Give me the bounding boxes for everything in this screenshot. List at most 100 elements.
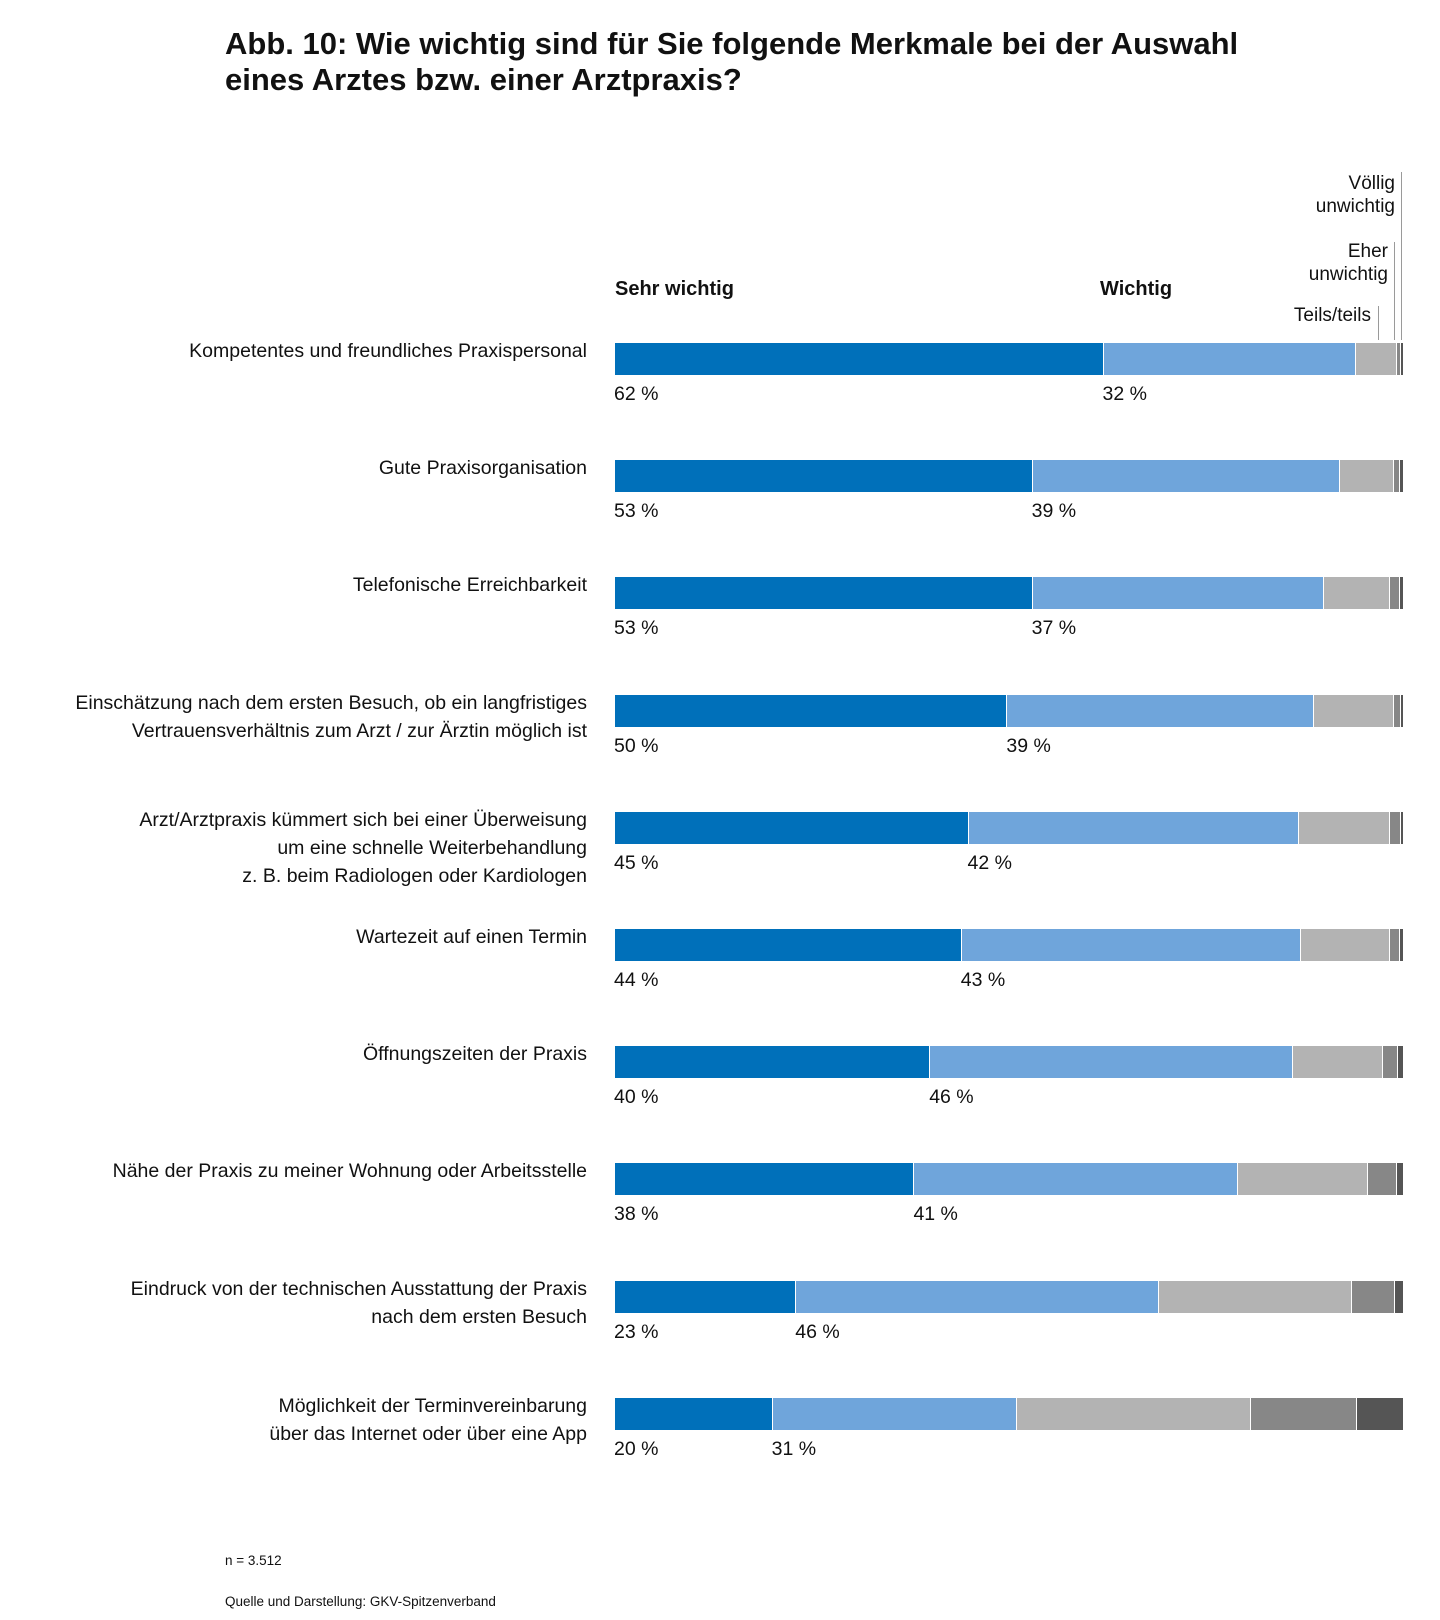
sample-size-note: n = 3.512 — [225, 1553, 282, 1568]
row-label-2-line-1: Gute Praxisorganisation — [378, 457, 587, 479]
bar-segment-wichtig — [968, 812, 1299, 844]
value-label-wichtig: 32 % — [1102, 383, 1147, 405]
bar-segment-eher-unwichtig — [1390, 577, 1400, 609]
value-label-wichtig: 43 % — [960, 969, 1006, 991]
row-label-9-line-2: nach dem ersten Besuch — [371, 1306, 587, 1328]
row-label-10-line-2: über das Internet oder über eine App — [269, 1423, 587, 1445]
bar-segment-voellig-unwichtig — [1399, 929, 1403, 961]
bar-segment-eher-unwichtig — [1368, 1163, 1398, 1195]
bar-segment-sehr-wichtig — [615, 343, 1104, 375]
bar-segment-voellig-unwichtig — [1397, 1163, 1403, 1195]
bar-segment-teils-teils — [1324, 577, 1391, 609]
value-label-wichtig: 46 % — [929, 1086, 974, 1108]
value-label-sehr-wichtig: 53 % — [614, 500, 659, 522]
legend-eher-unwichtig: Eher unwichtig — [1240, 240, 1388, 286]
bar-segment-eher-unwichtig — [1390, 929, 1400, 961]
bar-segment-voellig-unwichtig — [1357, 1398, 1403, 1430]
row-label-4: Einschätzung nach dem ersten Besuch, ob … — [40, 689, 587, 745]
legend-sehr-wichtig: Sehr wichtig — [615, 278, 734, 300]
row-label-2: Gute Praxisorganisation — [40, 454, 587, 482]
bar-segment-wichtig — [1007, 695, 1314, 727]
value-label-sehr-wichtig: 38 % — [614, 1203, 659, 1225]
legend-voellig-line-2: unwichtig — [1315, 196, 1395, 217]
chart-title-line-2: eines Arztes bzw. einer Arztpraxis? — [225, 62, 742, 97]
bar-segment-teils-teils — [1300, 929, 1391, 961]
bar-segment-sehr-wichtig — [615, 695, 1008, 727]
row-label-1: Kompetentes und freundliches Praxisperso… — [40, 337, 587, 365]
row-label-9: Eindruck von der technischen Ausstattung… — [40, 1275, 587, 1331]
value-label-wichtig: 37 % — [1031, 617, 1077, 639]
guide-line-eher — [1394, 242, 1395, 340]
legend-wichtig: Wichtig — [1100, 278, 1173, 300]
row-label-9-line-1: Eindruck von der technischen Ausstattung… — [130, 1278, 587, 1300]
value-label-sehr-wichtig: 44 % — [614, 969, 659, 991]
guide-line-voellig — [1401, 172, 1402, 340]
bar-segment-teils-teils — [1339, 460, 1394, 492]
row-label-10-line-1: Möglichkeit der Terminvereinbarung — [278, 1395, 587, 1417]
bar-segment-wichtig — [961, 929, 1301, 961]
bar-segment-sehr-wichtig — [615, 460, 1033, 492]
bar-segment-wichtig — [914, 1163, 1238, 1195]
row-label-8: Nähe der Praxis zu meiner Wohnung oder A… — [40, 1157, 587, 1185]
bar-segment-voellig-unwichtig — [1398, 1046, 1403, 1078]
row-label-5-line-2: um eine schnelle Weiterbehandlung — [277, 837, 587, 859]
row-label-5-line-3: z. B. beim Radiologen oder Kardiologen — [242, 865, 587, 887]
chart-title: Abb. 10: Wie wichtig sind für Sie folgen… — [225, 26, 1345, 98]
legend-teils-line: Teils/teils — [1293, 305, 1371, 326]
bar-segment-teils-teils — [1355, 343, 1397, 375]
bar-segment-eher-unwichtig — [1383, 1046, 1399, 1078]
source-note: Quelle und Darstellung: GKV-Spitzenverba… — [225, 1594, 496, 1609]
row-label-10: Möglichkeit der Terminvereinbarung über d… — [40, 1392, 587, 1448]
value-label-wichtig: 46 % — [795, 1321, 840, 1343]
bar-segment-voellig-unwichtig — [1400, 812, 1403, 844]
value-label-wichtig: 39 % — [1006, 735, 1051, 757]
bar-row-10 — [615, 1398, 1403, 1430]
bar-segment-wichtig — [772, 1398, 1017, 1430]
value-label-wichtig: 41 % — [913, 1203, 958, 1225]
row-label-4-line-2: Vertrauensverhältnis zum Arzt / zur Ärzt… — [131, 720, 587, 742]
row-label-6-line-1: Wartezeit auf einen Termin — [356, 926, 587, 948]
bar-segment-sehr-wichtig — [615, 1398, 773, 1430]
row-label-3-line-1: Telefonische Erreichbarkeit — [352, 574, 587, 596]
legend-eher-line-1: Eher — [1347, 241, 1388, 262]
bar-segment-voellig-unwichtig — [1395, 1281, 1403, 1313]
bar-segment-voellig-unwichtig — [1399, 577, 1403, 609]
legend-voellig-line-1: Völlig — [1348, 173, 1395, 194]
bar-row-4 — [615, 695, 1403, 727]
value-label-sehr-wichtig: 20 % — [614, 1438, 659, 1460]
bar-segment-wichtig — [1032, 577, 1325, 609]
legend-eher-line-2: unwichtig — [1308, 264, 1388, 285]
row-label-7: Öffnungszeiten der Praxis — [40, 1040, 587, 1068]
bar-segment-eher-unwichtig — [1250, 1398, 1358, 1430]
guide-line-teils — [1378, 306, 1379, 340]
row-label-5: Arzt/Arztpraxis kümmert sich bei einer Ü… — [40, 806, 587, 890]
bar-segment-sehr-wichtig — [615, 1281, 797, 1313]
bar-row-3 — [615, 577, 1403, 609]
row-label-5-line-1: Arzt/Arztpraxis kümmert sich bei einer Ü… — [139, 809, 587, 831]
bar-segment-sehr-wichtig — [615, 929, 962, 961]
bar-segment-wichtig — [796, 1281, 1159, 1313]
value-label-wichtig: 42 % — [967, 852, 1012, 874]
bar-segment-eher-unwichtig — [1351, 1281, 1396, 1313]
bar-segment-eher-unwichtig — [1390, 812, 1401, 844]
value-label-wichtig: 31 % — [771, 1438, 817, 1460]
value-label-sehr-wichtig: 62 % — [614, 383, 659, 405]
bar-row-6 — [615, 929, 1403, 961]
bar-segment-wichtig — [1103, 343, 1356, 375]
bar-segment-sehr-wichtig — [615, 812, 969, 844]
bar-segment-teils-teils — [1158, 1281, 1352, 1313]
value-label-sehr-wichtig: 50 % — [614, 735, 659, 757]
value-label-sehr-wichtig: 53 % — [614, 617, 659, 639]
row-label-4-line-1: Einschätzung nach dem ersten Besuch, ob … — [75, 692, 587, 714]
bar-segment-teils-teils — [1298, 812, 1391, 844]
bar-segment-voellig-unwichtig — [1400, 343, 1403, 375]
chart-title-line-1: Abb. 10: Wie wichtig sind für Sie folgen… — [225, 26, 1239, 61]
bar-segment-sehr-wichtig — [615, 1046, 931, 1078]
row-label-8-line-1: Nähe der Praxis zu meiner Wohnung oder A… — [112, 1160, 587, 1182]
bar-segment-eher-unwichtig — [1393, 695, 1401, 727]
row-label-1-line-1: Kompetentes und freundliches Praxisperso… — [189, 340, 587, 362]
legend-teils-teils: Teils/teils — [1240, 304, 1371, 327]
row-label-3: Telefonische Erreichbarkeit — [40, 571, 587, 599]
bar-segment-wichtig — [1032, 460, 1340, 492]
bar-row-9 — [615, 1281, 1403, 1313]
